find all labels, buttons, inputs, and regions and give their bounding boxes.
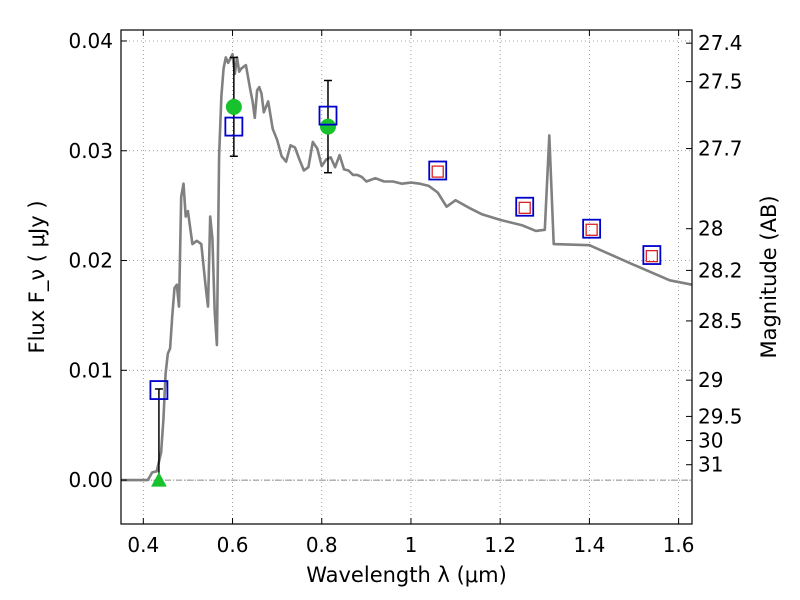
- right-tick-label: 28: [698, 217, 723, 241]
- observed-point: [319, 118, 336, 135]
- y-tick-label: 0.00: [68, 468, 113, 492]
- right-tick-label: 28.2: [698, 258, 743, 282]
- x-tick-label: 1.4: [573, 533, 605, 557]
- model-photometry-square-red: [585, 223, 598, 236]
- plot-frame: [120, 29, 693, 525]
- model-photometry-square-red: [518, 201, 531, 214]
- model-photometry-square: [318, 105, 338, 126]
- model-photometry-square: [428, 160, 448, 181]
- y-axis-title: Flux F_ν ( μJy ): [25, 200, 50, 353]
- x-tick-label: 0.8: [306, 533, 338, 557]
- sed-model-line: [121, 52, 693, 482]
- x-tick-label: 1.6: [663, 533, 695, 557]
- observed-point: [225, 98, 242, 115]
- model-photometry-square: [515, 196, 535, 217]
- marker-layer: [149, 56, 662, 487]
- x-axis-title: Wavelength λ (μm): [306, 563, 507, 587]
- x-tick-label: 0.6: [217, 533, 249, 557]
- y-tick-label: 0.03: [68, 139, 113, 163]
- right-tick-label: 27.7: [698, 137, 743, 161]
- y-tick-label: 0.04: [68, 29, 113, 53]
- y-tick-label: 0.01: [68, 358, 113, 382]
- upper-limit-point: [151, 472, 167, 487]
- model-photometry-square-red: [645, 249, 659, 263]
- series-layer: [121, 52, 693, 482]
- model-photometry-square: [642, 245, 662, 265]
- x-tick-label: 0.4: [127, 533, 159, 557]
- right-tick-label: 31: [698, 453, 723, 477]
- right-tick-label: 29: [698, 368, 723, 392]
- model-photometry-square: [582, 218, 602, 239]
- right-axis-title: Magnitude (AB): [757, 195, 781, 358]
- model-photometry-square: [224, 116, 244, 137]
- right-tick-label: 27.4: [698, 31, 743, 55]
- right-tick-label: 30: [698, 429, 723, 453]
- x-tick-label: 1: [405, 533, 418, 557]
- ticks: 0.4 0.6 0.8 1 1.2 1.4 1.6 0.00 0.01 0.02 0.03 0.04 2…: [68, 29, 742, 557]
- model-photometry-square-red: [431, 165, 444, 178]
- y-tick-label: 0.02: [68, 249, 113, 273]
- right-tick-label: 28.5: [698, 309, 743, 333]
- model-photometry-square: [149, 380, 169, 400]
- right-tick-label: 27.5: [698, 70, 743, 94]
- right-tick-label: 29.5: [698, 404, 743, 428]
- x-tick-label: 1.2: [484, 533, 516, 557]
